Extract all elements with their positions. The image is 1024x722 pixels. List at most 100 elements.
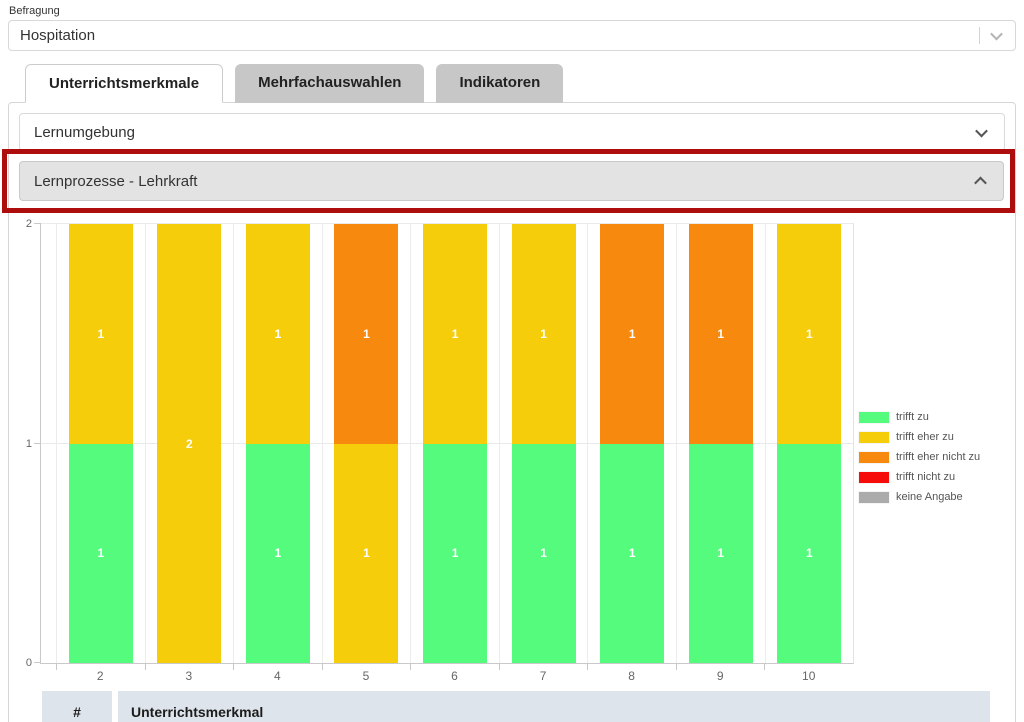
- bar-segment[interactable]: 1: [600, 443, 665, 663]
- bar-segment-value: 1: [97, 326, 105, 341]
- x-axis-tick: [675, 664, 677, 670]
- x-axis-tick: [56, 664, 57, 670]
- chevron-down-icon: [975, 124, 988, 137]
- x-axis-tick: [764, 664, 766, 670]
- x-axis-label: 8: [628, 669, 635, 683]
- select-divider: [979, 27, 980, 44]
- legend-swatch: [859, 411, 889, 423]
- x-axis-tick: [233, 664, 235, 670]
- bar-segment[interactable]: 1: [600, 224, 665, 444]
- legend-item[interactable]: trifft eher nicht zu: [859, 451, 980, 463]
- category-column: 2: [144, 224, 234, 663]
- bar-segment-value: 1: [717, 546, 725, 561]
- x-axis-label: 6: [451, 669, 458, 683]
- bar-segment-value: 1: [540, 326, 547, 341]
- y-axis-label: 2: [25, 218, 32, 230]
- bar-segment-value: 1: [274, 326, 282, 341]
- survey-select[interactable]: Hospitation: [8, 20, 1016, 51]
- x-axis-label: 3: [185, 669, 193, 683]
- bar-segment-value: 1: [274, 546, 282, 561]
- accordion-lernprozesse-lehrkraft[interactable]: Lernprozesse - Lehrkraft: [19, 161, 1004, 201]
- accordion-lernumgebung-label: Lernumgebung: [34, 123, 135, 141]
- bar-segment-value: 1: [451, 546, 459, 561]
- table-header-unterrichtsmerkmal: Unterrichtsmerkmal: [118, 691, 990, 722]
- bar-segment[interactable]: 1: [245, 224, 310, 444]
- legend-item[interactable]: trifft eher zu: [859, 431, 980, 443]
- bar-segment-value: 1: [805, 546, 813, 561]
- table-header-row: # Unterrichtsmerkmal: [42, 691, 1005, 722]
- bar-segment-value: 1: [628, 326, 636, 341]
- bar-segment[interactable]: 1: [777, 443, 842, 663]
- table-header-number: #: [42, 691, 112, 722]
- bar-segment[interactable]: 1: [245, 443, 310, 663]
- legend-swatch: [859, 491, 889, 503]
- x-axis-tick: [144, 664, 146, 670]
- legend-item[interactable]: trifft nicht zu: [859, 471, 980, 483]
- legend-swatch: [859, 471, 889, 483]
- bar-segment[interactable]: 2: [157, 224, 222, 663]
- annotation-highlight-box: Lernprozesse - Lehrkraft: [2, 149, 1015, 213]
- bar-segment[interactable]: 1: [688, 443, 753, 663]
- bar-segment[interactable]: 1: [68, 443, 133, 663]
- bar-segment-value: 1: [363, 546, 370, 561]
- y-axis-tick: [34, 223, 41, 224]
- y-axis-tick: [34, 662, 41, 663]
- survey-select-value: Hospitation: [20, 27, 96, 44]
- chart-legend: trifft zu trifft eher zu trifft eher nicht…: [859, 411, 980, 503]
- legend-label: trifft eher nicht zu: [896, 451, 981, 463]
- bar-segment[interactable]: 1: [777, 224, 842, 444]
- chevron-up-icon: [974, 176, 987, 189]
- stacked-bar-chart: 0 1 2 1 1 2 1 1 1 1 1 1 1 1 1 1 1 1 1 1 2 3 4 5 6 7 8 9 10 trifft zu…: [19, 215, 1005, 689]
- survey-select-label: Befragung: [9, 5, 60, 17]
- bar-segment[interactable]: 1: [688, 224, 753, 444]
- tab-mehrfachauswahlen[interactable]: Mehrfachauswahlen: [235, 64, 425, 103]
- bar-segment-value: 1: [363, 326, 370, 341]
- legend-label: trifft eher zu: [896, 431, 954, 443]
- chevron-down-icon: [990, 27, 1003, 41]
- x-axis-tick: [498, 664, 500, 670]
- y-axis-tick: [34, 442, 41, 444]
- legend-item[interactable]: trifft zu: [859, 411, 980, 423]
- legend-swatch: [859, 431, 889, 443]
- tab-unterrichtsmerkmale[interactable]: Unterrichtsmerkmale: [25, 64, 224, 103]
- bar-segment-value: 1: [97, 546, 105, 561]
- bar-segment[interactable]: 1: [511, 443, 576, 663]
- tab-indikatoren[interactable]: Indikatoren: [436, 64, 564, 103]
- x-axis-label: 7: [539, 669, 547, 683]
- x-axis-label: 2: [96, 669, 104, 683]
- legend-label: trifft zu: [896, 411, 929, 423]
- bar-segment-value: 1: [540, 546, 547, 561]
- bar-segment[interactable]: 1: [68, 224, 133, 444]
- bar-segment[interactable]: 1: [511, 224, 576, 444]
- legend-label: trifft nicht zu: [896, 471, 956, 483]
- x-axis-tick: [321, 664, 323, 670]
- legend-item[interactable]: keine Angabe: [859, 491, 980, 503]
- bar-segment-value: 2: [186, 436, 193, 451]
- tab-content-panel: Lernumgebung Lernprozesse - Lehrkraft 0 1…: [2, 102, 1016, 722]
- chart-plot-area: 0 1 2 1 1 2 1 1 1 1 1 1 1 1 1 1 1 1 1 1 2 3 4 5 6 7 8 9 10: [26, 218, 854, 683]
- stacked-bar: 2: [157, 224, 222, 663]
- x-axis-label: 5: [362, 669, 370, 683]
- bar-segment[interactable]: 1: [334, 224, 399, 444]
- bar-segment-value: 1: [628, 546, 636, 561]
- accordion-lernumgebung[interactable]: Lernumgebung: [19, 113, 1005, 151]
- bar-segment[interactable]: 1: [423, 224, 488, 444]
- bar-segment[interactable]: 1: [423, 443, 488, 663]
- y-axis-label: 0: [25, 657, 32, 669]
- bar-segment-value: 1: [805, 326, 813, 341]
- bar-segment[interactable]: 1: [334, 443, 399, 663]
